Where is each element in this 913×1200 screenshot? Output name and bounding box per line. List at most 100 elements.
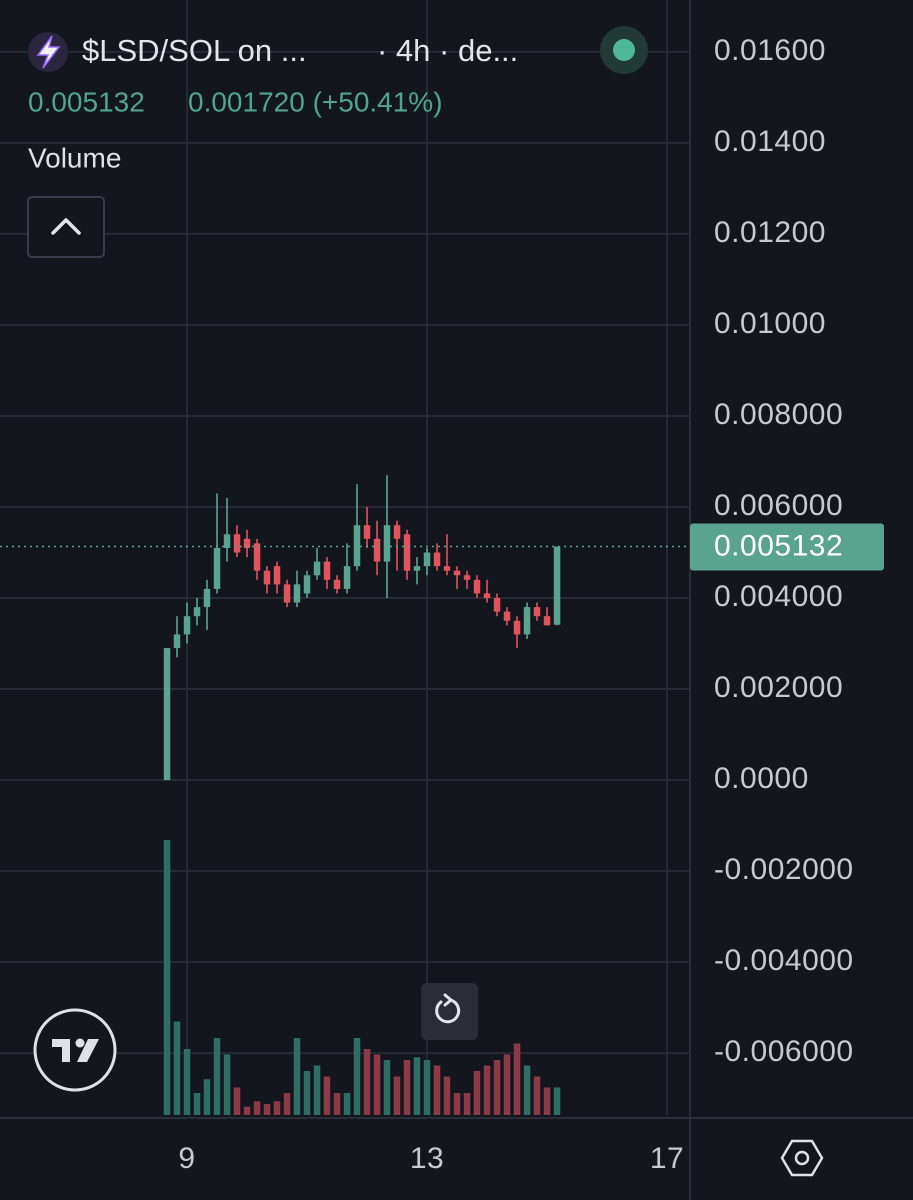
volume-bar: [373, 1054, 381, 1115]
candle-body: [253, 543, 261, 571]
candle-body: [363, 525, 371, 539]
volume-bar: [393, 1076, 401, 1115]
candle-body: [193, 607, 201, 617]
candle-body: [443, 566, 451, 571]
volume-bar: [343, 1093, 351, 1115]
volume-bar: [223, 1054, 231, 1115]
candle-body: [373, 538, 381, 562]
candle-body: [553, 546, 561, 625]
volume-bar: [233, 1087, 241, 1115]
volume-bar: [503, 1054, 511, 1115]
volume-bar: [553, 1087, 561, 1115]
candle-body: [303, 575, 311, 594]
candle-body: [433, 552, 441, 567]
price: 0.005132: [28, 86, 145, 117]
volume-bar: [203, 1079, 211, 1115]
volume-bar: [253, 1101, 261, 1115]
candle-body: [353, 525, 361, 567]
candle-body: [283, 584, 291, 603]
axis: 0.01600 0.01400 0.01200 0.01000 0.008000 0.00…: [178, 34, 884, 1175]
change: 0.001720 (+50.41%): [188, 86, 443, 117]
volume-bar: [163, 840, 171, 1115]
volume-bar: [523, 1065, 531, 1115]
y-tick-label: 0.01000: [714, 307, 826, 340]
candle-body: [203, 588, 211, 608]
symbol-title: $LSD/SOL on ...: [82, 33, 307, 68]
volume-bar: [353, 1038, 361, 1115]
volume-bar: [273, 1101, 281, 1115]
volume-bar: [183, 1049, 191, 1115]
candle-body: [293, 584, 301, 603]
y-tick-label: -0.004000: [714, 944, 854, 977]
volume-bar: [193, 1093, 201, 1115]
candle-body: [403, 534, 411, 571]
volume-bar: [443, 1076, 451, 1115]
candle-body: [163, 648, 171, 781]
volume-bar: [463, 1093, 471, 1115]
collapse-button[interactable]: [27, 196, 105, 258]
volume-bar: [173, 1021, 181, 1115]
status-dot: [613, 39, 635, 61]
settings-button[interactable]: [780, 1139, 824, 1177]
last-price-label: 0.005132: [714, 529, 843, 562]
y-tick-label: 0.01600: [714, 34, 826, 67]
candle-body: [533, 607, 541, 617]
reset-arrow: [443, 993, 454, 1007]
y-tick-label: -0.002000: [714, 853, 854, 886]
volume-bar: [533, 1076, 541, 1115]
volume-bar: [263, 1104, 271, 1115]
candle-body: [503, 611, 511, 621]
volume-bar: [493, 1060, 501, 1115]
tradingview-logo[interactable]: [33, 1008, 117, 1092]
y-tick-label: 0.01200: [714, 216, 826, 249]
reset-icon: [435, 998, 461, 1024]
interval: · 4h · de...: [377, 33, 518, 68]
candle-body: [473, 579, 481, 594]
volume-bar: [473, 1071, 481, 1115]
volume-bar: [433, 1065, 441, 1115]
volume-bar: [313, 1065, 321, 1115]
volume-bar: [423, 1060, 431, 1115]
candle-body: [223, 534, 231, 548]
candle-body: [263, 570, 271, 585]
reset-button[interactable]: [421, 983, 478, 1040]
volume-bar: [283, 1093, 291, 1115]
volume-label: Volume: [28, 142, 121, 173]
volume-bar: [363, 1049, 371, 1115]
candle-body: [463, 575, 471, 580]
tradingview-mark: [52, 1039, 99, 1062]
candle-body: [273, 566, 281, 585]
volume-bar: [213, 1038, 221, 1115]
candle-body: [423, 552, 431, 567]
volume-bar: [293, 1038, 301, 1115]
volume-bar: [413, 1057, 421, 1115]
y-tick-label: 0.01400: [714, 125, 826, 158]
candle-body: [383, 525, 391, 562]
volume-bar: [243, 1106, 251, 1115]
volume-bar: [303, 1071, 311, 1115]
y-tick-label: 0.004000: [714, 580, 843, 613]
volume-bar: [323, 1076, 331, 1115]
candle-body: [453, 570, 461, 576]
y-tick-label: 0.002000: [714, 671, 843, 704]
candle-body: [523, 607, 531, 635]
x-tick-label: 13: [410, 1142, 444, 1175]
candle-body: [213, 547, 221, 589]
last-price-tag: [690, 523, 884, 571]
x-tick-label: 17: [650, 1142, 684, 1175]
candle-body: [513, 620, 521, 635]
candle-body: [233, 534, 241, 553]
candle-body: [323, 561, 331, 580]
settings-icon-center: [794, 1150, 810, 1166]
plot: [0, 475, 690, 1115]
volume-bar: [543, 1087, 551, 1115]
y-tick-label: 0.008000: [714, 398, 843, 431]
volume-bar: [403, 1060, 411, 1115]
x-tick-label: 9: [178, 1142, 195, 1175]
candle-body: [483, 593, 491, 599]
candle-body: [313, 561, 321, 576]
candle-body: [333, 579, 341, 589]
logo-bolt: [36, 35, 61, 69]
volume-bar: [453, 1093, 461, 1115]
